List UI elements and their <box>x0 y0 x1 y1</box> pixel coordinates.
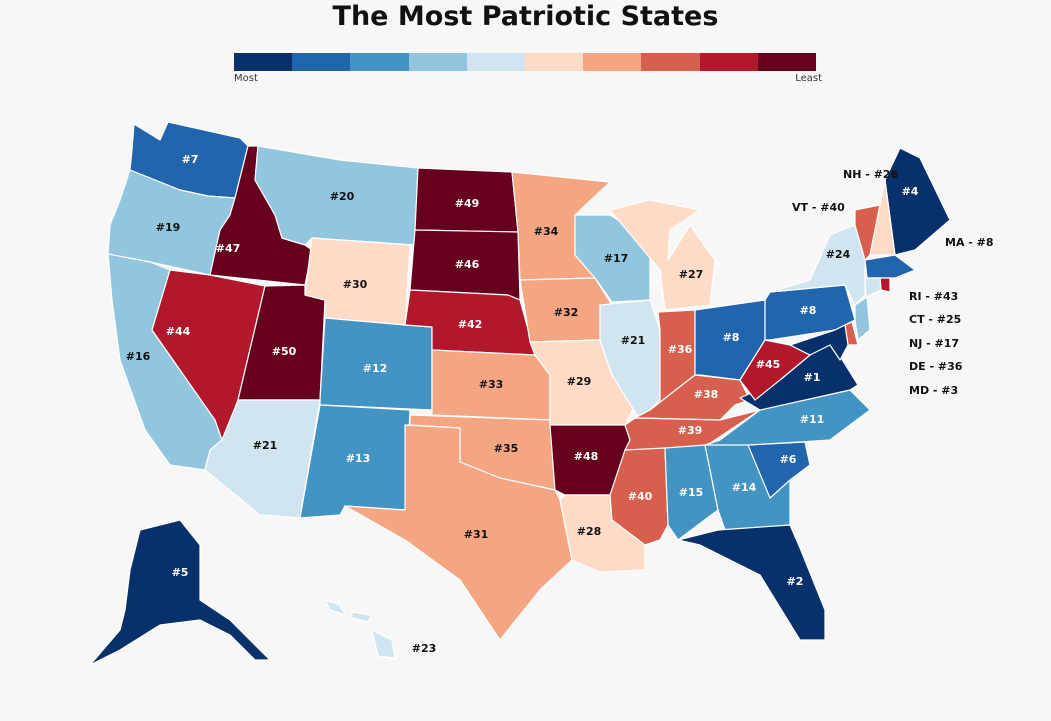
state-rank-label-sd: #46 <box>455 258 480 271</box>
northeast-label-ri: RI - #43 <box>909 290 958 303</box>
state-rank-label-or: #19 <box>156 221 181 234</box>
state-rank-label-la: #28 <box>577 525 602 538</box>
northeast-label-nh: NH - #26 <box>843 168 899 181</box>
state-al[interactable] <box>664 444 719 541</box>
legend-swatch <box>583 53 642 71</box>
state-rank-label-ny: #24 <box>826 248 851 261</box>
state-rank-label-ca: #16 <box>126 350 151 363</box>
state-me[interactable] <box>884 147 951 256</box>
northeast-label-de: DE - #36 <box>909 360 963 373</box>
state-rank-label-wv: #45 <box>756 358 781 371</box>
state-rank-label-nd: #49 <box>455 197 480 210</box>
state-rank-label-pa: #8 <box>800 304 817 317</box>
northeast-label-ma: MA - #8 <box>945 236 994 249</box>
state-rank-label-mi: #27 <box>679 268 704 281</box>
state-rank-label-ms: #40 <box>628 490 653 503</box>
legend-swatch <box>466 53 526 71</box>
state-mi[interactable] <box>609 199 716 311</box>
legend-swatch <box>699 53 758 71</box>
state-rank-label-ia: #32 <box>554 306 579 319</box>
state-rank-label-ks: #33 <box>479 378 504 391</box>
state-rank-label-nc: #11 <box>800 413 825 426</box>
state-ak[interactable] <box>89 519 271 666</box>
state-rank-label-mn: #34 <box>534 225 559 238</box>
legend-swatch <box>234 53 293 71</box>
state-rank-label-ne: #42 <box>458 318 483 331</box>
state-ct[interactable] <box>864 277 882 298</box>
legend-swatch <box>757 53 817 71</box>
state-rank-label-id: #47 <box>216 242 241 255</box>
state-rank-label-in: #36 <box>668 343 693 356</box>
state-tx[interactable] <box>344 424 573 641</box>
state-rank-label-fl: #2 <box>787 575 804 588</box>
legend-low-label: Most <box>234 73 258 84</box>
state-rank-label-co: #12 <box>363 362 388 375</box>
state-wi[interactable] <box>574 214 651 303</box>
state-rank-label-me: #4 <box>902 185 919 198</box>
state-rank-label-va: #1 <box>804 371 821 384</box>
state-vt[interactable] <box>854 204 881 261</box>
state-hi[interactable] <box>324 599 396 659</box>
map-title: The Most Patriotic States <box>332 1 719 32</box>
northeast-label-md: MD - #3 <box>909 384 958 397</box>
northeast-label-vt: VT - #40 <box>792 201 845 214</box>
state-nj[interactable] <box>854 296 871 341</box>
state-rank-label-ky: #38 <box>694 388 719 401</box>
state-rank-label-tx: #31 <box>464 528 489 541</box>
legend-swatch <box>292 53 351 71</box>
legend-swatch <box>350 53 409 71</box>
state-rank-label-ar: #48 <box>574 450 599 463</box>
state-rank-label-oh: #8 <box>723 331 740 344</box>
state-rank-label-ak: #5 <box>172 566 189 579</box>
state-rank-label-mo: #29 <box>567 375 592 388</box>
state-rank-label-wy: #30 <box>343 278 368 291</box>
state-rank-label-tn: #39 <box>678 424 703 437</box>
state-rank-label-wa: #7 <box>182 153 199 166</box>
legend-swatch <box>408 53 467 71</box>
state-fl[interactable] <box>677 524 826 641</box>
northeast-label-ct: CT - #25 <box>909 313 961 326</box>
northeast-label-nj: NJ - #17 <box>909 337 959 350</box>
state-md[interactable] <box>789 324 849 361</box>
legend-swatch <box>641 53 700 71</box>
state-rank-label-nm: #13 <box>346 452 371 465</box>
state-rank-label-ut: #50 <box>272 345 297 358</box>
state-rank-label-mt: #20 <box>330 190 355 203</box>
state-rank-label-al: #15 <box>679 486 704 499</box>
state-rank-label-nv: #44 <box>166 325 191 338</box>
state-rank-label-az: #21 <box>253 439 278 452</box>
color-legend <box>234 53 817 71</box>
state-rank-label-il: #21 <box>621 334 646 347</box>
state-ma[interactable] <box>864 254 916 279</box>
state-rank-label-sc: #6 <box>780 453 797 466</box>
state-rank-label-wi: #17 <box>604 252 629 265</box>
legend-high-label: Least <box>795 73 822 84</box>
state-rank-label-hi: #23 <box>412 642 437 655</box>
legend-swatch <box>525 53 584 71</box>
state-mt[interactable] <box>254 145 419 246</box>
state-rank-label-ok: #35 <box>494 442 519 455</box>
state-rank-label-ga: #14 <box>732 481 757 494</box>
